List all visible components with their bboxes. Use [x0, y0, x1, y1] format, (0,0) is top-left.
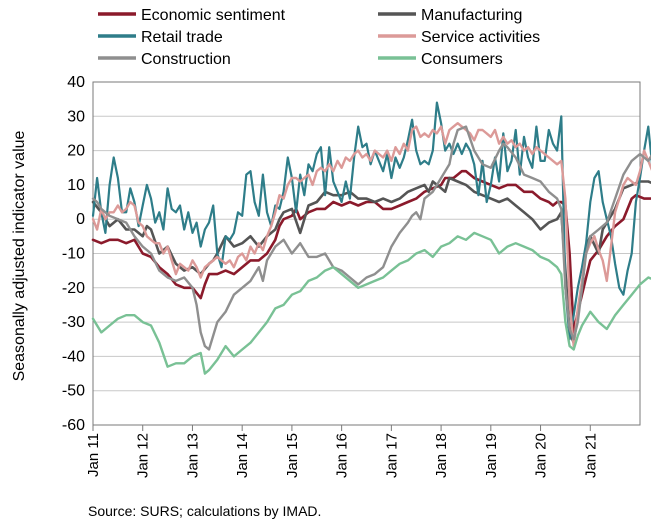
y-tick-label: 0 [76, 211, 85, 228]
x-tick-label: Jan 18 [433, 433, 450, 478]
y-tick-label: -50 [62, 383, 85, 400]
x-tick-label: Jan 11 [85, 433, 102, 477]
y-tick-label: 40 [67, 74, 85, 91]
x-tick-label: Jan 16 [334, 433, 351, 478]
y-axis-ticks: -60 -50 -40 -30 -20 -10 0 10 20 30 40 [62, 74, 85, 434]
x-tick-label: Jan 19 [483, 433, 500, 478]
x-tick-label: Jan 17 [383, 433, 400, 478]
x-tick-label: Jan 12 [135, 433, 152, 478]
legend-label: Service activities [421, 29, 540, 46]
x-tick-label: Jan 21 [582, 433, 599, 478]
y-tick-label: 30 [67, 108, 85, 125]
y-tick-label: -60 [62, 417, 85, 434]
x-tick-label: Jan 13 [184, 433, 201, 478]
y-axis-label: Seasonally adjusted indicator value [11, 130, 28, 381]
y-tick-label: -40 [62, 348, 85, 365]
y-tick-label: -20 [62, 280, 85, 297]
y-tick-label: -30 [62, 314, 85, 331]
legend-label: Manufacturing [421, 7, 522, 24]
series-lines [91, 101, 651, 375]
gridlines [93, 81, 640, 426]
legend-label: Construction [141, 51, 231, 68]
legend: Economic sentiment Manufacturing Retail tr… [98, 7, 540, 68]
x-axis-ticks: Jan 11 Jan 12 Jan 13 Jan 14 Jan 15 Jan 16 Jan … [85, 425, 599, 478]
x-tick-label: Jan 14 [234, 433, 251, 478]
legend-label: Economic sentiment [141, 7, 286, 24]
source-note: Source: SURS; calculations by IMAD. [88, 503, 322, 519]
plot-border [92, 81, 641, 426]
plot-frame [92, 81, 641, 426]
series-line-retail-trade [91, 101, 651, 341]
y-tick-label: 20 [67, 143, 85, 160]
legend-label: Consumers [421, 51, 503, 68]
legend-label: Retail trade [141, 29, 223, 46]
x-tick-label: Jan 20 [533, 433, 550, 478]
y-tick-label: -10 [62, 246, 85, 263]
series-line-construction [91, 125, 651, 351]
y-tick-label: 10 [67, 177, 85, 194]
x-tick-label: Jan 15 [284, 433, 301, 478]
series-line-consumers [91, 231, 651, 375]
